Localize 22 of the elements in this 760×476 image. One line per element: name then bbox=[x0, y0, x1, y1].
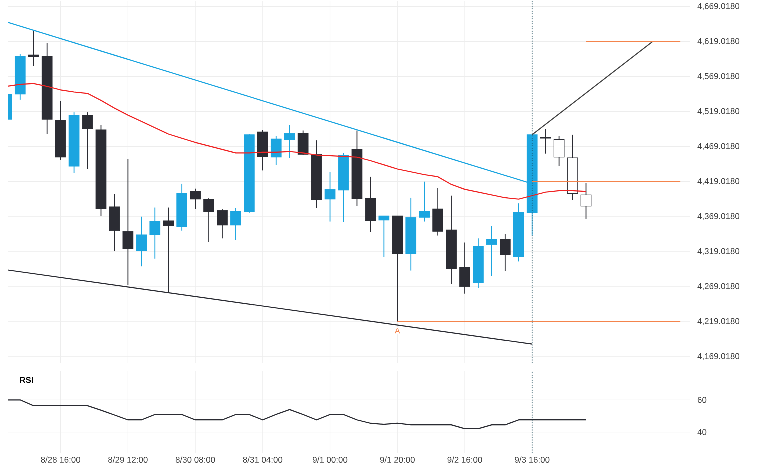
x-tick-label: 8/28 16:00 bbox=[41, 456, 80, 463]
y-tick-label: 4,269.0180 bbox=[698, 283, 740, 290]
y-tick-label: 4,669.0180 bbox=[698, 3, 740, 10]
y-tick-label: 4,619.0180 bbox=[698, 38, 740, 46]
text: RSI bbox=[20, 377, 34, 384]
x-tick-label: 9/2 16:00 bbox=[448, 456, 482, 463]
y-tick-label: 60 bbox=[698, 397, 707, 404]
x-tick-label: 9/1 00:00 bbox=[313, 456, 348, 463]
x-tick-label: 8/29 12:00 bbox=[108, 456, 148, 463]
y-tick-label: 4,569.0180 bbox=[698, 73, 740, 80]
x-tick-label: 8/30 08:00 bbox=[176, 456, 216, 463]
y-tick-label: 4,369.0180 bbox=[698, 213, 740, 220]
y-tick-label: 4,219.0180 bbox=[698, 318, 740, 326]
x-tick-label: 8/31 04:00 bbox=[243, 456, 283, 463]
y-tick-label: 4,519.0180 bbox=[698, 108, 740, 116]
y-tick-label: 4,419.0180 bbox=[698, 178, 740, 186]
y-tick-label: 4,319.0180 bbox=[698, 248, 740, 256]
x-tick-label: 9/3 16:00 bbox=[515, 456, 550, 463]
y-tick-label: 4,469.0180 bbox=[698, 143, 740, 150]
x-tick-label: 9/1 20:00 bbox=[380, 456, 415, 463]
y-tick-label: 40 bbox=[698, 429, 707, 436]
y-tick-label: 4,169.0180 bbox=[698, 353, 740, 360]
